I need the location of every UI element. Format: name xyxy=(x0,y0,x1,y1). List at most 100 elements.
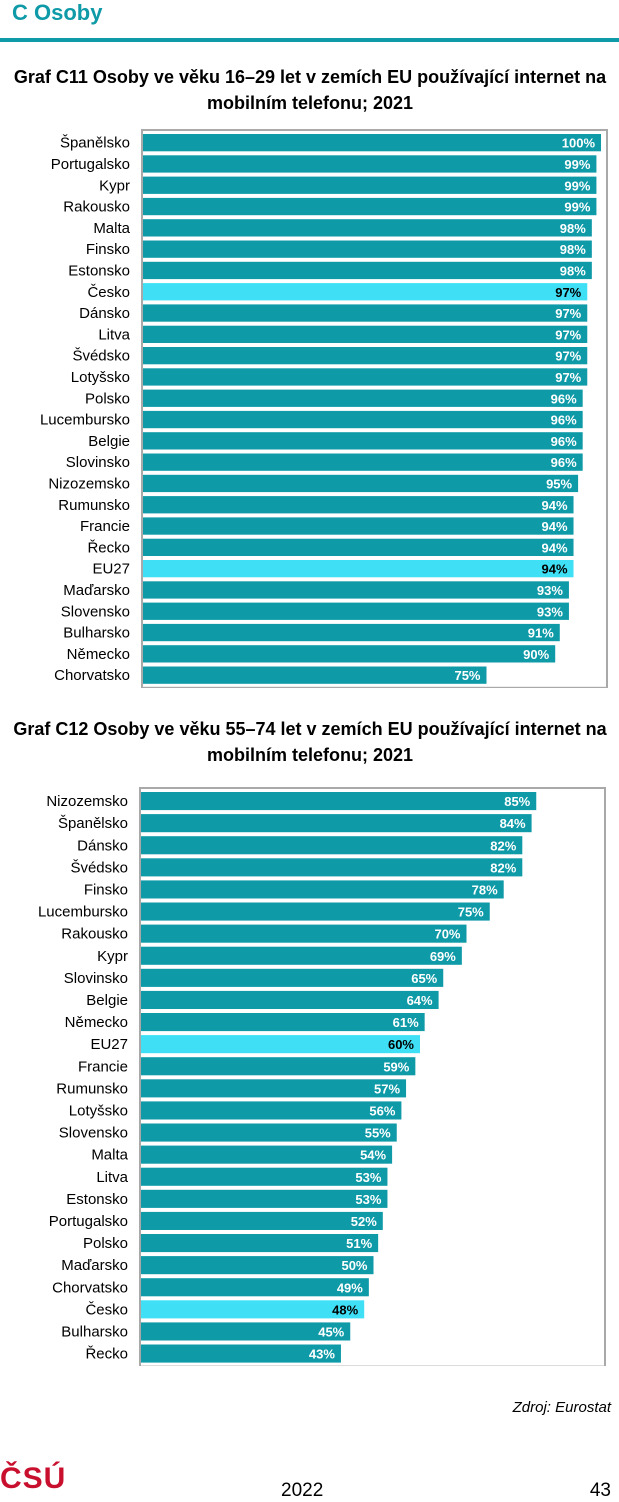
category-label: Rumunsko xyxy=(56,1080,128,1097)
bar xyxy=(141,1013,425,1032)
value-label: 84% xyxy=(500,816,526,831)
category-label: Španělsko xyxy=(58,815,128,832)
value-label: 96% xyxy=(551,391,577,406)
value-label: 54% xyxy=(360,1148,386,1163)
value-label: 43% xyxy=(309,1347,335,1362)
category-label: Maďarsko xyxy=(61,1257,128,1274)
bar xyxy=(143,474,579,493)
bar xyxy=(143,581,569,599)
bar xyxy=(143,219,592,237)
value-label: 55% xyxy=(365,1126,391,1141)
bar xyxy=(143,325,588,343)
category-label: Nizozemsko xyxy=(46,793,128,810)
category-label: Francie xyxy=(80,518,130,535)
category-label: Česko xyxy=(85,1301,128,1318)
category-label: EU27 xyxy=(92,561,130,578)
bar xyxy=(141,1189,388,1208)
category-label: Bulharsko xyxy=(61,1323,128,1340)
bar xyxy=(143,602,569,620)
bar xyxy=(141,1300,365,1319)
value-label: 82% xyxy=(490,860,516,875)
value-label: 50% xyxy=(341,1258,367,1273)
bar xyxy=(143,666,487,684)
category-label: Kypr xyxy=(99,177,130,194)
bar xyxy=(143,389,583,407)
category-label: Rakousko xyxy=(63,199,130,216)
category-label: EU27 xyxy=(90,1036,128,1053)
plot-frame xyxy=(141,129,608,688)
bar xyxy=(141,1256,374,1275)
category-label: Řecko xyxy=(87,539,130,556)
category-label: Německo xyxy=(65,1014,128,1031)
category-label: Belgie xyxy=(88,433,130,450)
value-label: 53% xyxy=(355,1192,381,1207)
value-label: 97% xyxy=(555,327,581,342)
bar xyxy=(141,836,523,855)
csu-logo: ČSÚ xyxy=(0,1462,67,1495)
bar xyxy=(143,283,588,301)
category-label: Malta xyxy=(93,220,130,237)
section-heading: C Osoby xyxy=(12,0,103,25)
chart-c12: Nizozemsko 85% Španělsko 84% Dánsko 82% Švédsk… xyxy=(38,787,606,1366)
value-label: 56% xyxy=(369,1103,395,1118)
value-label: 99% xyxy=(564,200,590,215)
bar xyxy=(141,1344,341,1363)
bar xyxy=(143,453,583,471)
page-number: 43 xyxy=(589,1480,611,1501)
bar xyxy=(141,1167,388,1186)
value-label: 75% xyxy=(454,668,480,683)
value-label: 100% xyxy=(562,136,596,151)
bar xyxy=(141,880,504,899)
category-label: Litva xyxy=(96,1169,128,1186)
category-label: Portugalsko xyxy=(49,1213,128,1230)
category-label: Německo xyxy=(67,646,130,663)
bar xyxy=(141,1278,369,1297)
value-label: 78% xyxy=(472,882,498,897)
category-label: Polsko xyxy=(85,390,130,407)
bar xyxy=(143,432,583,450)
bar xyxy=(143,155,597,173)
bar xyxy=(143,560,574,578)
value-label: 48% xyxy=(332,1302,358,1317)
value-label: 69% xyxy=(430,949,456,964)
chart-c11-title: Graf C11 Osoby ve věku 16–29 let v zemíc… xyxy=(13,67,607,113)
value-label: 65% xyxy=(411,971,437,986)
bar xyxy=(141,946,462,965)
bar xyxy=(141,902,490,921)
value-label: 90% xyxy=(523,647,549,662)
bar xyxy=(143,410,583,429)
value-label: 98% xyxy=(560,221,586,236)
value-label: 96% xyxy=(551,434,577,449)
value-label: 61% xyxy=(393,1015,419,1030)
category-label: Kypr xyxy=(97,948,128,965)
category-label: Francie xyxy=(78,1058,128,1075)
bar xyxy=(143,176,597,194)
bar xyxy=(143,368,588,386)
value-label: 60% xyxy=(388,1037,414,1052)
category-label: Švédsko xyxy=(70,859,128,876)
value-label: 93% xyxy=(537,604,563,619)
bar xyxy=(143,240,592,258)
category-label: Španělsko xyxy=(60,135,130,152)
bar xyxy=(141,1101,402,1120)
category-label: Bulharsko xyxy=(63,625,130,642)
value-label: 94% xyxy=(541,498,567,513)
value-label: 97% xyxy=(555,285,581,300)
value-label: 94% xyxy=(541,519,567,534)
category-label: Polsko xyxy=(83,1235,128,1252)
value-label: 98% xyxy=(560,242,586,257)
bar xyxy=(141,1079,407,1098)
category-label: Česko xyxy=(87,284,130,301)
category-label: Estonsko xyxy=(68,262,130,279)
bar xyxy=(141,990,439,1009)
bar xyxy=(143,538,574,556)
value-label: 49% xyxy=(337,1280,363,1295)
section-rule xyxy=(0,38,619,42)
value-label: 53% xyxy=(355,1170,381,1185)
bar xyxy=(141,1123,397,1142)
bar xyxy=(141,968,444,987)
category-label: Chorvatsko xyxy=(52,1279,128,1296)
bar xyxy=(141,814,532,833)
value-label: 91% xyxy=(528,626,554,641)
category-label: Litva xyxy=(98,326,130,343)
